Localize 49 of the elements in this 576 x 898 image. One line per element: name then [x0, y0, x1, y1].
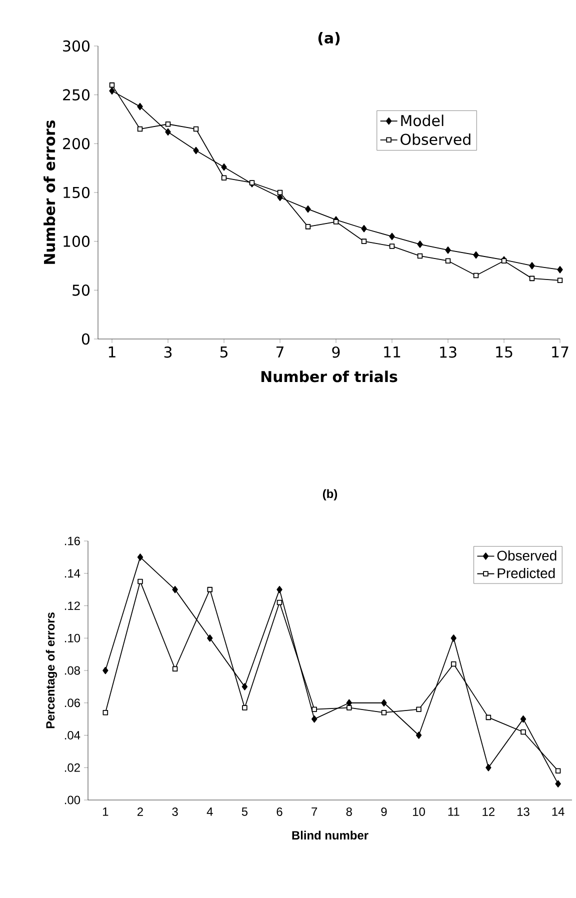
x-tick-label: 11	[448, 808, 460, 816]
x-tick-label: 9	[332, 346, 340, 358]
chart-title: (a)	[318, 32, 340, 46]
x-tick-label: 4	[206, 808, 213, 816]
y-tick-label: .04	[64, 731, 80, 740]
x-tick-label: 5	[242, 808, 248, 816]
x-tick-label: 5	[220, 346, 228, 358]
legend-label: Observed	[497, 550, 556, 561]
y-tick-label: .10	[64, 634, 80, 642]
x-tick-label: 7	[276, 346, 284, 358]
x-tick-label: 3	[164, 346, 172, 358]
y-tick-label: .16	[64, 536, 80, 546]
chart-title: (b)	[322, 489, 338, 500]
x-tick-label: 13	[440, 346, 456, 358]
x-tick-label: 13	[518, 808, 530, 816]
y-tick-label: .00	[64, 796, 80, 804]
x-tick-label: 14	[552, 808, 564, 816]
y-tick-label: 50	[72, 284, 90, 296]
x-tick-label: 8	[346, 808, 352, 816]
y-tick-label: .08	[64, 666, 80, 675]
x-tick-label: 12	[482, 808, 494, 816]
y-tick-label: 100	[64, 236, 90, 247]
y-tick-label: 250	[63, 89, 90, 100]
legend-label: Predicted	[498, 568, 555, 578]
x-tick-label: 3	[172, 808, 178, 816]
x-tick-label: 9	[381, 808, 387, 816]
x-tick-label: 15	[496, 346, 512, 358]
y-tick-label: .14	[64, 569, 80, 578]
x-axis-title: Number of trials	[261, 370, 398, 382]
y-tick-label: .02	[64, 763, 80, 772]
y-tick-label: .12	[64, 602, 80, 610]
y-tick-label: 150	[64, 186, 90, 198]
x-tick-label: 1	[108, 346, 116, 358]
legend-label: Observed	[400, 133, 470, 146]
x-tick-label: 2	[138, 808, 143, 816]
y-tick-label: 0	[82, 333, 90, 345]
x-tick-label: 17	[552, 346, 568, 358]
x-tick-label: 11	[384, 346, 400, 358]
y-tick-label: 300	[63, 40, 90, 52]
x-tick-label: 7	[312, 808, 318, 816]
x-tick-label: 6	[276, 808, 282, 816]
y-axis-title: Number of errors	[44, 120, 56, 264]
x-axis-title: Blind number	[292, 830, 368, 840]
x-tick-label: 10	[413, 808, 425, 816]
y-tick-label: 200	[63, 138, 90, 150]
legend-label: Model	[401, 114, 444, 126]
y-axis-title: Percentage of errors	[46, 612, 58, 728]
y-tick-label: .06	[64, 698, 80, 708]
x-tick-label: 1	[102, 808, 108, 816]
